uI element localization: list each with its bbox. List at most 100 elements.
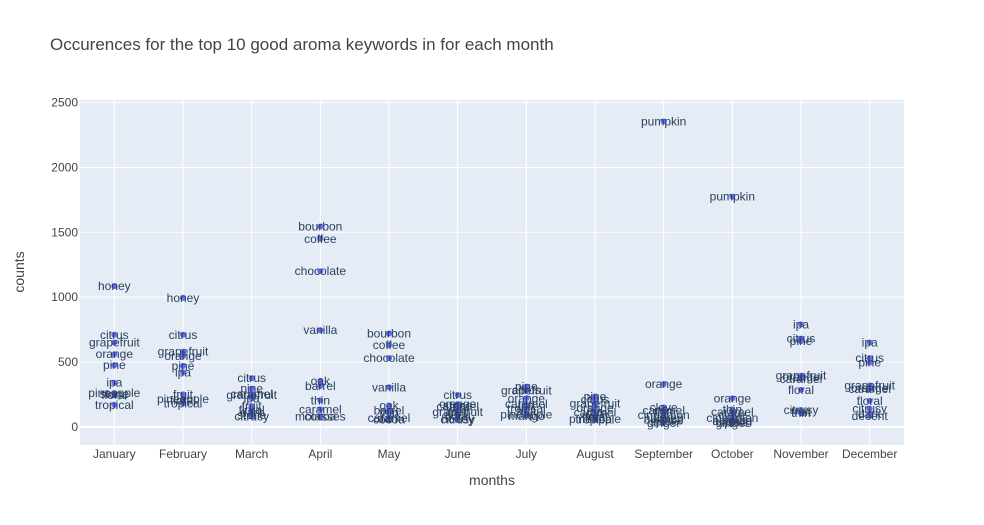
data-label: fruit <box>791 405 812 419</box>
data-label: honey <box>167 291 200 305</box>
data-label: molasses <box>295 409 346 423</box>
data-point <box>523 395 530 402</box>
data-label: caramel <box>780 372 823 386</box>
data-point <box>111 392 118 399</box>
data-label: orange <box>96 347 134 361</box>
data-point <box>180 331 186 338</box>
data-point <box>386 342 392 349</box>
data-point <box>248 395 255 402</box>
data-label: barrel <box>374 404 405 418</box>
x-tick-label: December <box>842 447 897 461</box>
data-point <box>866 339 873 346</box>
data-label: stone <box>100 387 130 401</box>
data-label: tropical <box>576 413 615 427</box>
data-point <box>866 412 873 419</box>
chart-title: Occurences for the top 10 good aroma key… <box>50 35 554 54</box>
data-point <box>111 283 118 290</box>
y-tick-label: 500 <box>58 355 78 369</box>
data-point <box>317 377 324 384</box>
data-label: caramel <box>642 404 685 418</box>
data-points <box>111 118 873 426</box>
data-label: decent <box>852 409 889 423</box>
data-point <box>729 193 736 200</box>
data-label: bourbon <box>367 326 411 340</box>
data-label: floral <box>582 410 608 424</box>
x-tick-label: September <box>634 447 693 461</box>
data-label: cinnamon <box>706 411 758 425</box>
data-point <box>248 385 255 392</box>
data-point <box>729 419 736 426</box>
data-point <box>386 415 392 422</box>
data-point <box>386 402 392 409</box>
data-point <box>180 294 186 301</box>
data-label: tropical <box>95 398 134 412</box>
x-tick-label: November <box>773 447 828 461</box>
data-point <box>386 355 392 362</box>
data-label: floral <box>239 403 265 417</box>
x-tick-label: June <box>445 447 471 461</box>
x-tick-label: October <box>711 447 754 461</box>
data-label: ipa <box>587 404 603 418</box>
data-point <box>660 419 667 426</box>
data-point <box>317 327 324 334</box>
data-label: thin <box>791 406 810 420</box>
data-label: chocolate <box>363 351 415 365</box>
data-label: spice <box>650 415 678 429</box>
data-label: grapefruit <box>776 369 827 383</box>
data-label: ipa <box>244 391 260 405</box>
data-label: tropical <box>507 402 546 416</box>
data-label: ipa <box>518 398 534 412</box>
data-point <box>660 381 667 388</box>
y-tick-label: 2000 <box>51 160 78 174</box>
data-label: bourbon <box>298 219 342 233</box>
data-label: fruit <box>242 399 263 413</box>
data-point <box>729 395 736 402</box>
data-label: pumpkin <box>710 190 755 204</box>
data-label: citrus <box>787 332 816 346</box>
data-label: pine <box>103 358 126 372</box>
data-label: ipa <box>450 399 466 413</box>
data-label: fruit <box>173 387 194 401</box>
data-label: grapefruit <box>844 378 895 392</box>
data-label: thin <box>379 406 398 420</box>
data-label: cocoa <box>373 413 405 427</box>
data-label: pineapple <box>88 386 140 400</box>
data-point <box>523 387 530 394</box>
data-label: citrus <box>169 328 198 342</box>
x-axis-title: months <box>469 472 515 488</box>
data-point <box>866 355 873 362</box>
data-label: ipa <box>862 336 878 350</box>
data-label: citrus <box>512 383 541 397</box>
data-point <box>798 338 804 345</box>
data-label: floral <box>788 383 814 397</box>
data-label: grapefruit <box>432 405 483 419</box>
data-point <box>454 403 461 410</box>
data-label: caramel <box>711 405 754 419</box>
data-label: ipa <box>175 365 191 379</box>
data-label: pine <box>790 334 813 348</box>
data-label: dark <box>377 411 401 425</box>
x-tick-label: March <box>235 447 268 461</box>
data-label: grapefruit <box>570 396 621 410</box>
data-label: honey <box>441 412 474 426</box>
data-point <box>317 406 324 413</box>
data-point <box>180 391 186 398</box>
data-label: ipa <box>793 317 809 331</box>
data-label: thin <box>311 393 330 407</box>
data-label: thin <box>723 402 742 416</box>
data-point <box>180 369 186 376</box>
data-point <box>798 375 804 382</box>
data-point <box>111 401 118 408</box>
data-point <box>180 400 186 407</box>
data-label: ginger <box>716 416 749 430</box>
data-label: thin <box>654 404 673 418</box>
data-label: caramel <box>436 400 479 414</box>
x-axis-ticks: January February March April May June July Augu… <box>93 447 897 461</box>
data-label: orange <box>714 391 752 405</box>
data-label: chocolate <box>295 264 347 278</box>
data-label: ipa <box>106 376 122 390</box>
data-label: coffee <box>304 232 337 246</box>
data-point <box>660 118 667 125</box>
data-label: tropical <box>164 396 203 410</box>
data-point <box>317 235 324 242</box>
